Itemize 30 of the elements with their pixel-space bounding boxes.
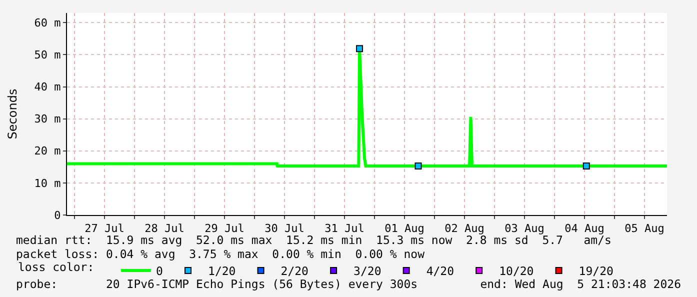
x-tick-label: 29 Jul (204, 222, 244, 236)
y-tick-label: 50 m (34, 48, 62, 62)
y-tick-label: 60 m (34, 16, 62, 30)
text: probe: 20 IPv6-ICMP Echo Pings (56 Bytes) every 300s (16, 277, 418, 291)
y-tick-label: 30 m (34, 112, 62, 126)
text: packet loss: 0.04 % avg 3.75 % max 0.00 % min 0.00 % now (16, 247, 424, 261)
legend-label: 0 (156, 264, 164, 278)
y-tick-label: 0 (54, 208, 61, 222)
x-tick-label: 31 Jul (324, 222, 364, 236)
x-tick-label: 27 Jul (84, 222, 124, 236)
x-tick-label: 30 Jul (264, 222, 304, 236)
text: median rtt: 15.9 ms avg 52.0 ms max 15.2 ms min 15.3 ms now 2.8 ms sd 5.7 am/s (16, 233, 612, 247)
x-tick-label: 05 Aug (624, 222, 664, 236)
y-tick-label: 10 m (34, 176, 62, 190)
legend-title: loss color: (18, 260, 108, 274)
y-tick-label: 20 m (34, 144, 62, 158)
legend-label: 2/20 (280, 264, 309, 278)
legend-label: 3/20 (354, 264, 382, 278)
text: end: Wed Aug 5 21:03:48 2026 (480, 277, 681, 291)
y-axis-title: Seconds (6, 88, 20, 140)
x-tick-label: 01 Aug (384, 222, 424, 236)
legend-label: 4/20 (426, 264, 454, 278)
x-tick-label: 02 Aug (444, 222, 484, 236)
legend-label: 19/20 (578, 264, 614, 278)
y-tick-label: 40 m (34, 80, 62, 94)
x-tick-label: 04 Aug (564, 222, 604, 236)
x-tick-label: 03 Aug (504, 222, 544, 236)
x-tick-label: 28 Jul (144, 222, 184, 236)
legend-label: 1/20 (208, 264, 236, 278)
legend-label: 10/20 (499, 264, 534, 278)
